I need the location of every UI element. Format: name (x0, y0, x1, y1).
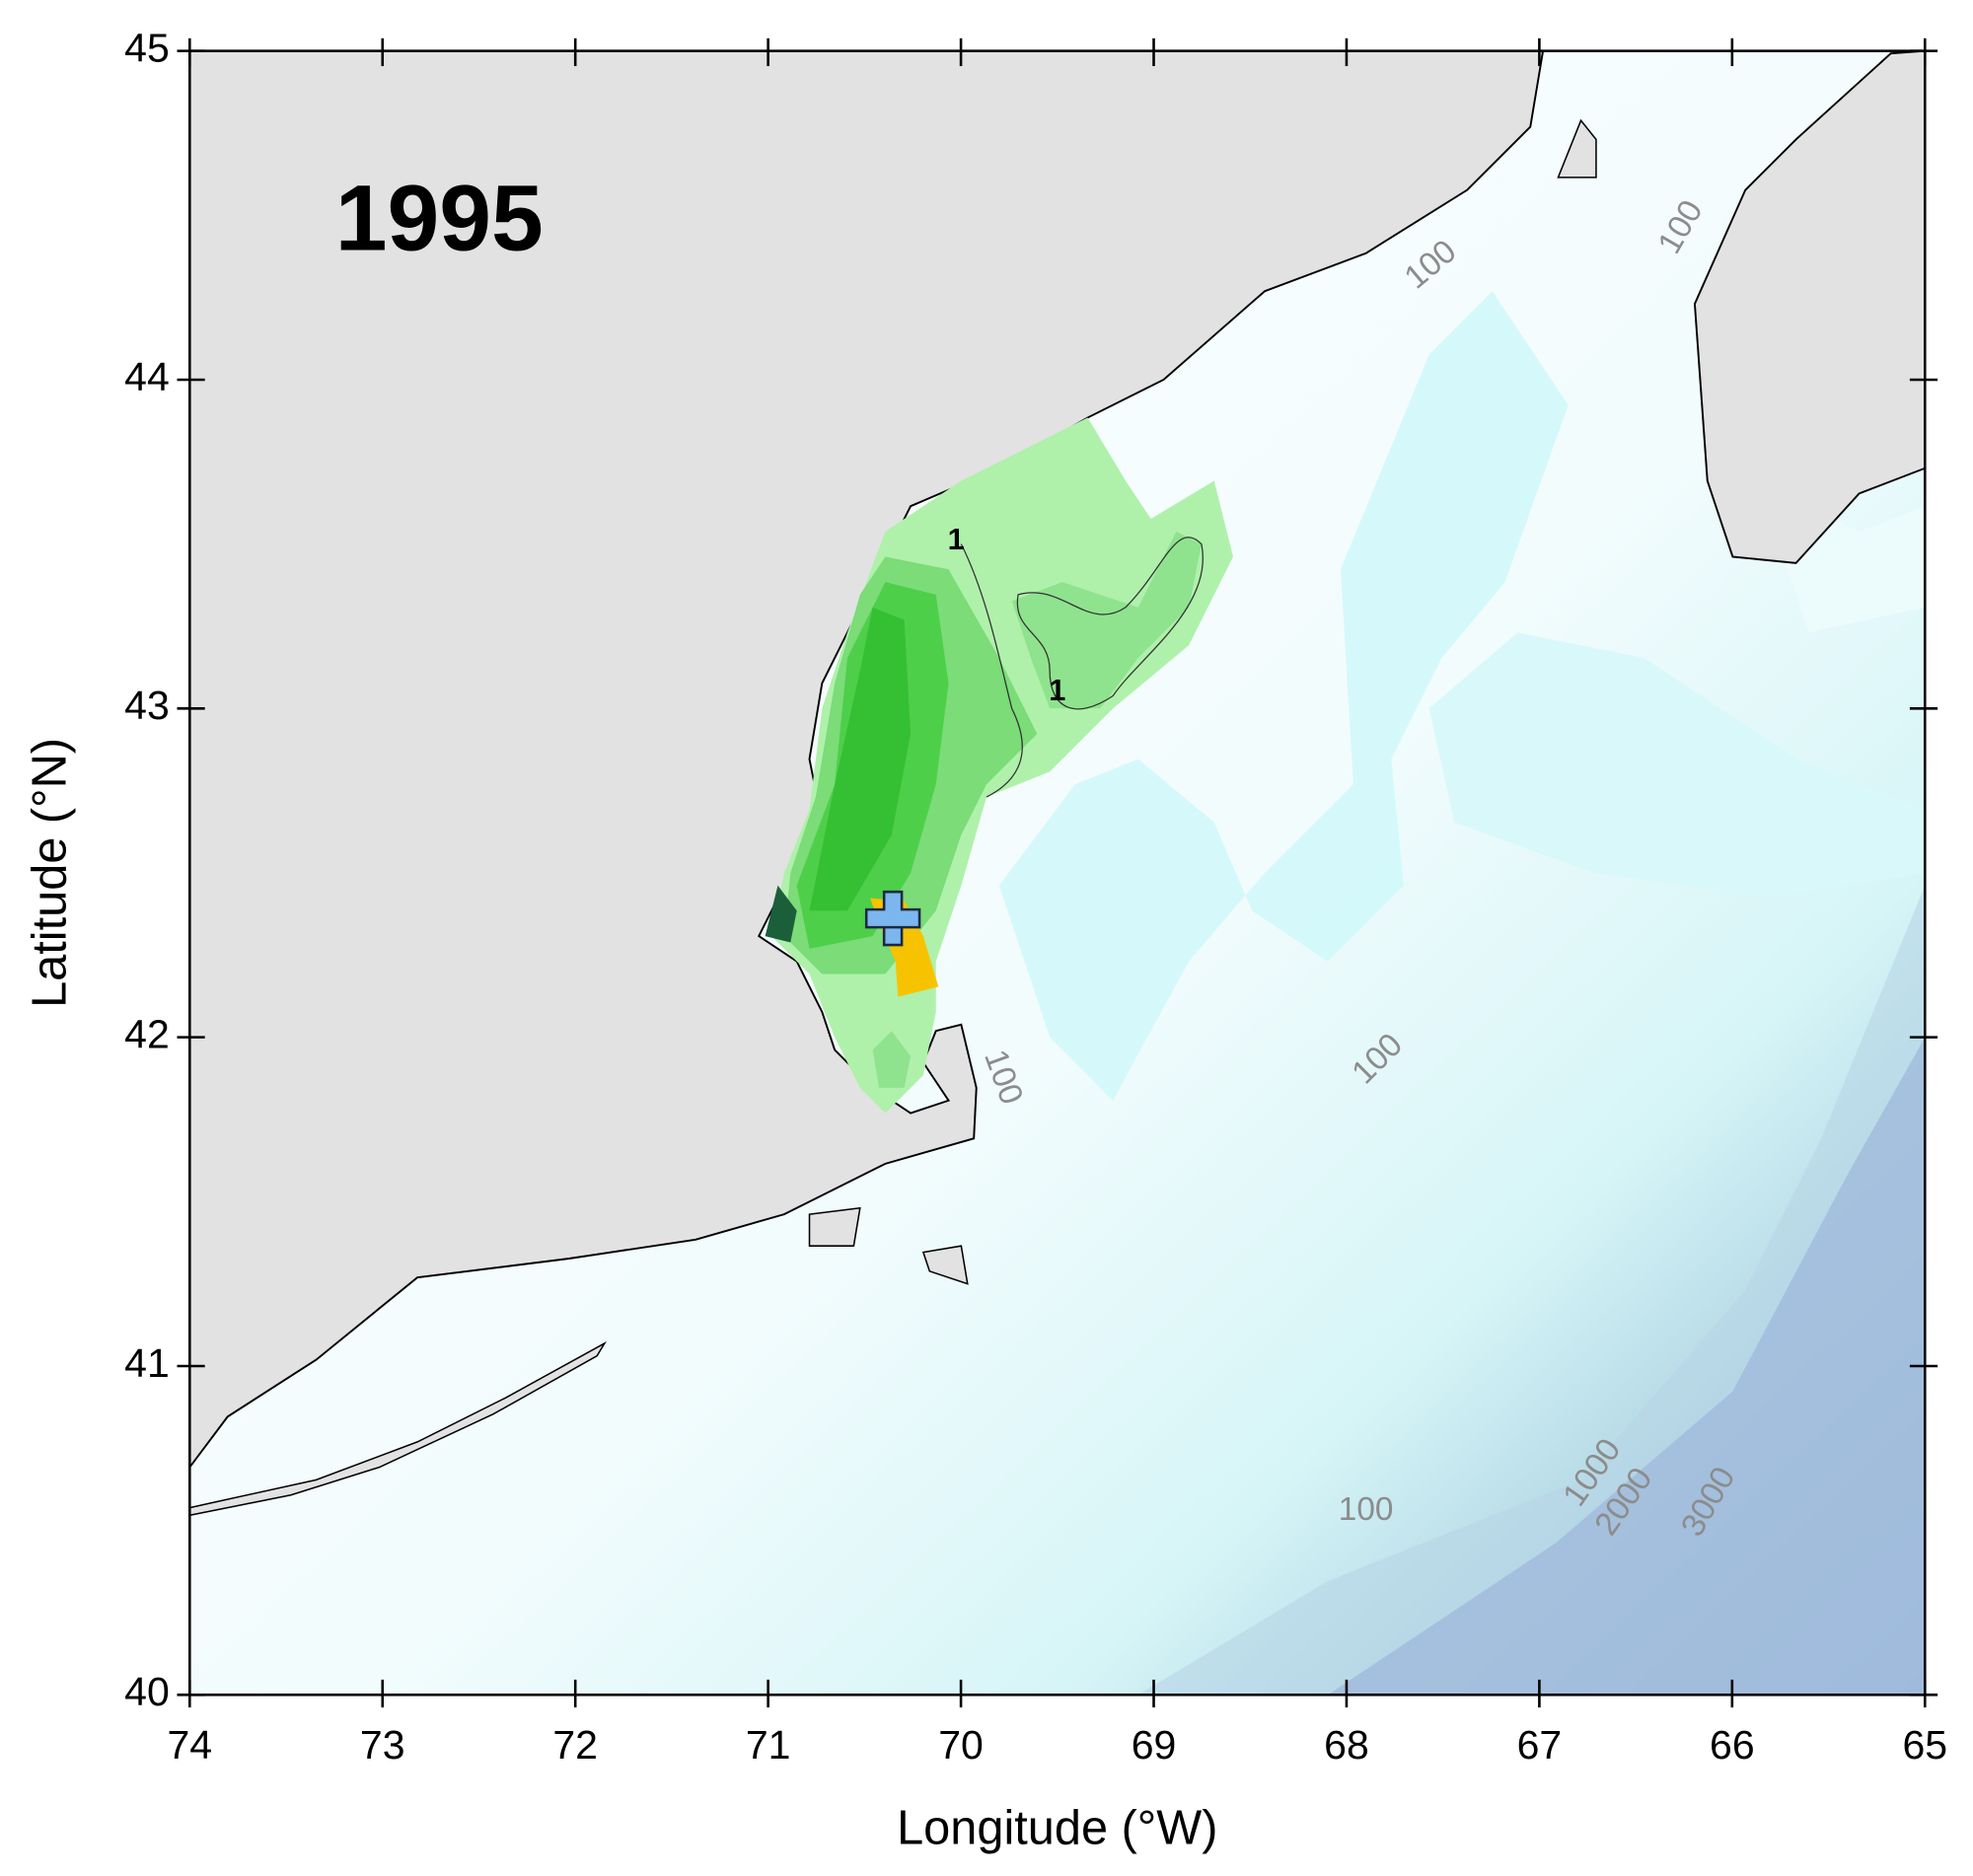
x-tick-label: 68 (1324, 1722, 1369, 1768)
basin (998, 291, 1569, 1101)
x-tick-label: 69 (1132, 1722, 1177, 1768)
contour-label: 1 (948, 522, 965, 556)
x-tick-label: 74 (167, 1722, 212, 1768)
plot-frame (188, 49, 1927, 1696)
concentration-mid (872, 1031, 912, 1088)
y-tick-label: 43 (124, 683, 170, 728)
y-tick-label: 40 (124, 1669, 170, 1714)
basin (1428, 632, 1926, 899)
x-tick-label: 67 (1517, 1722, 1563, 1768)
concentration-peak (765, 885, 797, 943)
x-tick-label: 71 (746, 1722, 791, 1768)
x-axis-label: Longitude (°W) (897, 1802, 1217, 1855)
island (808, 1206, 969, 1285)
contour-label: 100 (1339, 1491, 1394, 1528)
island (1557, 118, 1597, 179)
y-tick-label: 44 (124, 354, 170, 399)
concentration-high (809, 607, 912, 911)
site-marker (864, 890, 921, 947)
x-tick-label: 72 (552, 1722, 598, 1768)
land (1693, 50, 1926, 564)
deep-water (1328, 1037, 1926, 1696)
contour-label: 1 (1049, 673, 1065, 707)
land (189, 50, 1545, 1470)
map-body (189, 50, 1926, 1696)
x-tick-label: 65 (1902, 1722, 1947, 1768)
map-title: 1995 (335, 167, 544, 271)
y-tick-label: 45 (124, 25, 170, 70)
x-tick-label: 70 (938, 1722, 984, 1768)
contour-line (1016, 537, 1204, 710)
axes: 74 73 72 71 70 69 68 67 66 65 40 41 42 43 44 45 (124, 25, 1947, 1768)
y-axis-label: Latitude (°N) (24, 738, 77, 1008)
x-tick-label: 66 (1710, 1722, 1755, 1768)
island (189, 1340, 607, 1517)
y-tick-label: 41 (124, 1340, 170, 1386)
contour-line (960, 543, 1023, 798)
y-tick-label: 42 (124, 1011, 170, 1056)
x-tick-label: 73 (360, 1722, 405, 1768)
